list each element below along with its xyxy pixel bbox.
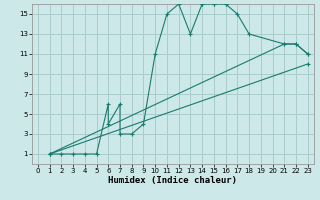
X-axis label: Humidex (Indice chaleur): Humidex (Indice chaleur) <box>108 176 237 185</box>
